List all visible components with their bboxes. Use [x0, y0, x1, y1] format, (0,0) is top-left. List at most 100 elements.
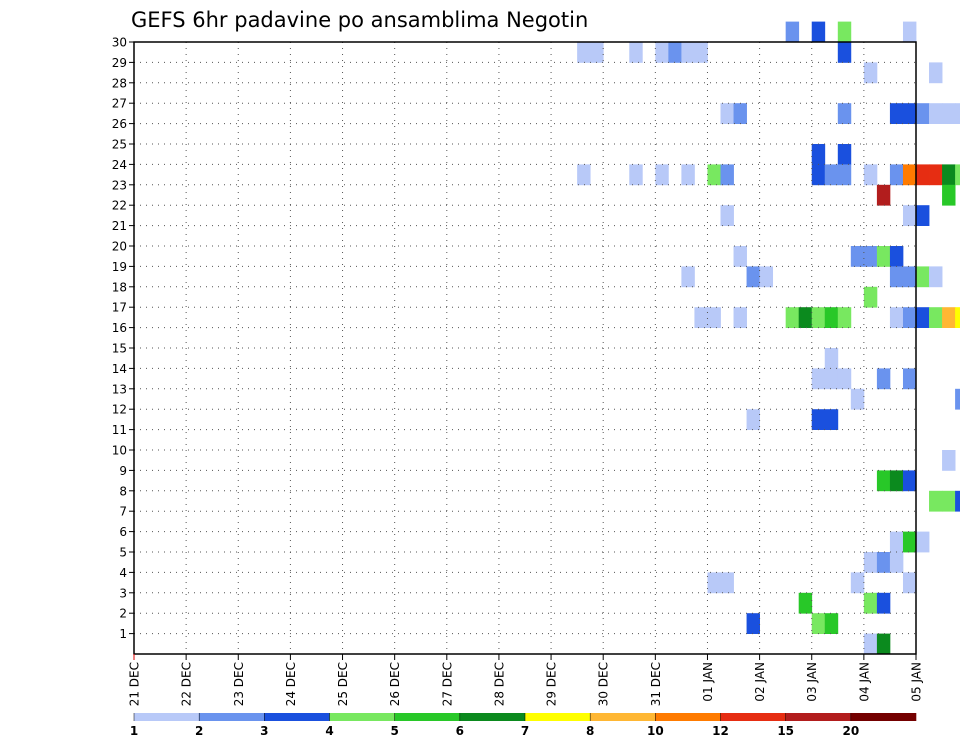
heatmap-cell	[681, 42, 695, 63]
x-tick-label: 05 JAN	[910, 662, 924, 702]
heatmap-cell	[889, 307, 904, 328]
y-axis: 1234567891011121314151617181920212223242…	[112, 36, 134, 641]
y-tick-label: 2	[119, 607, 127, 621]
heatmap-cell	[863, 592, 878, 614]
colorbar-label: 5	[390, 724, 398, 738]
colorbar-swatch	[720, 713, 786, 721]
heatmap-cell	[902, 21, 917, 43]
heatmap-cell	[902, 266, 917, 288]
y-tick-label: 3	[119, 586, 127, 600]
heatmap-cell	[876, 470, 891, 492]
x-tick-label: 22 DEC	[180, 662, 194, 706]
heatmap-cell	[798, 592, 813, 614]
heatmap-cell	[798, 307, 813, 328]
heatmap-cell	[733, 103, 747, 124]
x-tick-label: 31 DEC	[649, 662, 663, 706]
heatmap-cell	[942, 450, 956, 471]
y-tick-label: 20	[112, 240, 127, 254]
y-tick-label: 25	[112, 138, 127, 152]
colorbar-swatch	[459, 713, 526, 721]
heatmap-cell	[655, 164, 669, 186]
colorbar-label: 7	[521, 724, 529, 738]
heatmap-cell	[824, 368, 839, 390]
heatmap-cell	[902, 164, 917, 186]
grid-lines	[134, 41, 916, 654]
colorbar-label: 1	[130, 724, 138, 738]
heatmap-cell	[942, 184, 956, 206]
heatmap-cell	[863, 164, 878, 186]
heatmap-cell	[889, 266, 904, 288]
heatmap-cell	[837, 307, 852, 328]
y-tick-label: 27	[112, 97, 127, 111]
heatmap-cell	[837, 144, 852, 165]
colorbar-label: 12	[712, 724, 729, 738]
heatmap-cell	[785, 21, 800, 43]
y-tick-label: 24	[112, 158, 127, 172]
heatmap-cell	[577, 164, 591, 186]
heatmap-cell	[876, 633, 891, 655]
heatmap-cell	[707, 572, 721, 594]
heatmap-cell	[707, 307, 721, 328]
heatmap-cell	[876, 246, 891, 267]
heatmap-cell	[824, 409, 839, 430]
heatmap-cell	[655, 42, 669, 63]
heatmap-cell	[785, 307, 800, 328]
heatmap-cell	[889, 164, 904, 186]
heatmap-cell	[929, 103, 943, 124]
heatmap-cell	[694, 42, 708, 63]
y-tick-label: 22	[112, 199, 127, 213]
heatmap-cell	[837, 21, 852, 43]
heatmap-cell	[720, 164, 734, 186]
heatmap-cell	[837, 42, 852, 63]
heatmap-cell	[850, 572, 865, 594]
heatmap-cell	[889, 470, 904, 492]
x-tick-label: 25 DEC	[336, 662, 350, 706]
heatmap-cell	[902, 531, 917, 553]
heatmap-cell	[824, 348, 839, 369]
x-tick-label: 04 JAN	[857, 662, 871, 702]
heatmap-cell	[955, 103, 960, 124]
colorbar-swatch	[329, 713, 395, 721]
heatmap-cell	[837, 164, 852, 186]
heatmap-cell	[929, 266, 943, 288]
heatmap-cell	[955, 490, 960, 512]
x-tick-label: 28 DEC	[492, 662, 506, 706]
y-tick-label: 5	[119, 546, 127, 560]
y-tick-label: 9	[119, 464, 127, 478]
y-tick-label: 30	[112, 36, 127, 50]
y-tick-label: 13	[112, 382, 127, 396]
heatmap-cell	[902, 470, 917, 492]
heatmap-cell	[681, 266, 695, 288]
heatmap-cell	[707, 164, 721, 186]
colorbar-swatch	[590, 713, 656, 721]
heatmap-cell	[837, 103, 852, 124]
y-tick-label: 17	[112, 301, 127, 315]
heatmap-cell	[694, 307, 708, 328]
heatmap-cell	[876, 368, 891, 390]
heatmap-cell	[916, 266, 930, 288]
x-tick-label: 03 JAN	[805, 662, 819, 702]
heatmap-cell	[916, 164, 930, 186]
colorbar-swatch	[199, 713, 265, 721]
y-tick-label: 15	[112, 342, 127, 356]
heatmap-cell	[902, 307, 917, 328]
heatmap-cell	[811, 307, 826, 328]
heatmap-cell	[811, 21, 826, 43]
heatmap-cell	[942, 490, 956, 512]
heatmap-cell	[916, 307, 930, 328]
colorbar-label: 20	[842, 724, 859, 738]
chart-title: GEFS 6hr padavine po ansamblima Negotin	[131, 8, 588, 32]
heatmap-cell	[811, 164, 826, 186]
colorbar-label: 10	[647, 724, 664, 738]
y-tick-label: 14	[112, 362, 127, 376]
heatmap-cell	[902, 205, 917, 226]
colorbar-label: 15	[777, 724, 794, 738]
heatmap-cell	[746, 409, 760, 430]
heatmap-cell	[916, 205, 930, 226]
heatmap-cell	[668, 42, 682, 63]
heatmap-cell	[955, 164, 960, 186]
heatmap-cell	[811, 613, 826, 634]
x-tick-label: 29 DEC	[545, 662, 559, 706]
heatmap-cell	[929, 307, 943, 328]
y-tick-label: 21	[112, 219, 127, 233]
